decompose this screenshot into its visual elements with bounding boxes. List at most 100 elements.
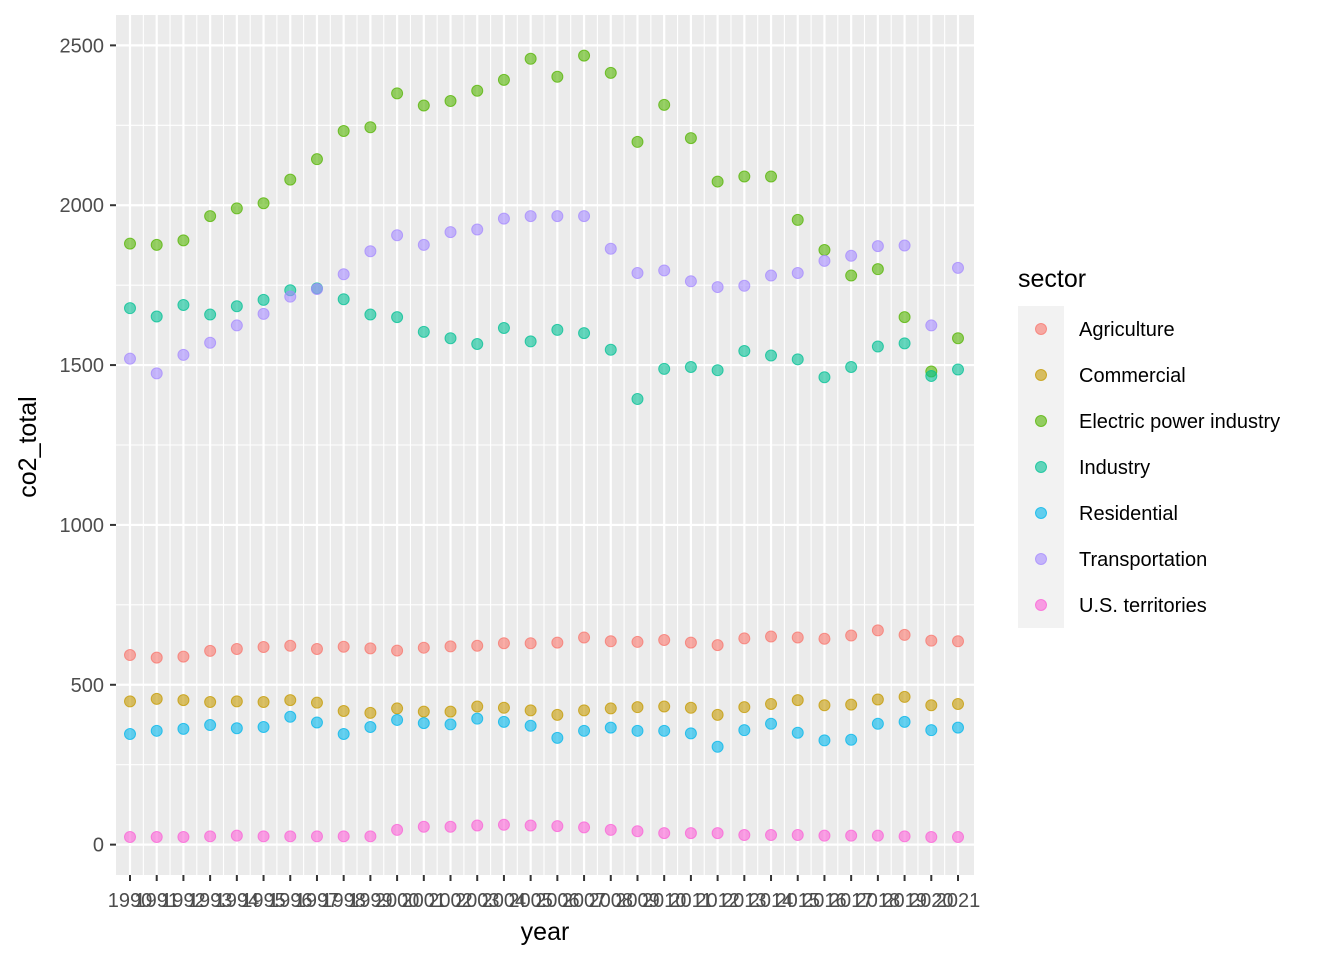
- x-tick-label: 2016: [802, 890, 847, 912]
- x-tick-label: 2001: [402, 890, 447, 912]
- point-u-s-territories: [310, 830, 323, 843]
- point-industry: [124, 302, 136, 315]
- legend-key-industry: [1035, 461, 1047, 473]
- point-u-s-territories: [952, 830, 964, 843]
- point-u-s-territories: [684, 827, 697, 840]
- legend-key-commercial: [1035, 369, 1047, 381]
- point-commercial: [658, 700, 671, 713]
- point-electric-power-industry: [604, 66, 617, 79]
- point-u-s-territories: [738, 829, 751, 842]
- y-tick-label: 2500: [60, 35, 105, 57]
- x-tick-label: 2010: [642, 890, 687, 912]
- point-residential: [471, 712, 484, 725]
- point-electric-power-industry: [658, 98, 671, 111]
- point-electric-power-industry: [818, 243, 831, 256]
- point-electric-power-industry: [417, 99, 430, 112]
- point-transportation: [257, 307, 270, 320]
- point-agriculture: [497, 637, 510, 650]
- x-tick-label: 2008: [589, 890, 634, 912]
- point-electric-power-industry: [337, 125, 350, 138]
- point-residential: [257, 720, 270, 733]
- point-agriculture: [284, 639, 297, 652]
- y-tick-label: 0: [93, 835, 104, 857]
- point-industry: [578, 327, 591, 340]
- point-residential: [444, 718, 457, 731]
- point-u-s-territories: [444, 820, 457, 833]
- point-transportation: [497, 212, 510, 225]
- point-agriculture: [524, 637, 537, 650]
- x-tick-label: 1993: [188, 890, 233, 912]
- point-electric-power-industry: [177, 234, 190, 247]
- point-industry: [230, 300, 243, 313]
- point-electric-power-industry: [284, 173, 297, 186]
- point-electric-power-industry: [230, 202, 243, 215]
- x-tick-label: 2018: [856, 890, 901, 912]
- point-electric-power-industry: [871, 263, 884, 276]
- x-tick-label: 1999: [348, 890, 393, 912]
- point-agriculture: [471, 639, 484, 652]
- point-industry: [177, 298, 190, 311]
- x-tick-label: 2002: [428, 890, 473, 912]
- point-agriculture: [578, 631, 591, 644]
- point-commercial: [150, 692, 163, 705]
- point-transportation: [578, 210, 591, 223]
- point-residential: [150, 724, 163, 737]
- point-u-s-territories: [818, 829, 831, 842]
- y-tick-label: 1000: [60, 515, 105, 537]
- point-industry: [204, 308, 217, 321]
- point-agriculture: [417, 641, 430, 654]
- x-tick-label: 2003: [455, 890, 500, 912]
- legend-label-agriculture: Agriculture: [1079, 319, 1175, 341]
- point-residential: [177, 722, 190, 735]
- point-agriculture: [364, 642, 377, 655]
- point-agriculture: [845, 629, 858, 642]
- point-electric-power-industry: [444, 95, 457, 107]
- point-electric-power-industry: [631, 135, 644, 148]
- point-transportation: [444, 226, 457, 239]
- point-transportation: [684, 275, 697, 288]
- y-tick-label: 500: [71, 675, 104, 697]
- point-transportation: [284, 290, 297, 303]
- point-commercial: [684, 701, 697, 714]
- point-industry: [765, 349, 778, 362]
- x-tick-label: 2009: [615, 890, 660, 912]
- point-commercial: [765, 697, 778, 710]
- point-agriculture: [391, 644, 404, 657]
- x-tick-label: 1997: [295, 890, 340, 912]
- point-commercial: [124, 695, 136, 708]
- point-residential: [925, 724, 938, 737]
- point-agriculture: [738, 632, 751, 645]
- point-transportation: [124, 352, 136, 365]
- x-tick-label: 2020: [909, 890, 954, 912]
- point-industry: [818, 371, 831, 384]
- point-agriculture: [684, 636, 697, 649]
- point-commercial: [738, 701, 751, 714]
- point-electric-power-industry: [471, 84, 484, 97]
- point-industry: [417, 325, 430, 338]
- legend-key-residential: [1035, 507, 1047, 519]
- legend-label-residential: Residential: [1079, 503, 1178, 525]
- x-tick-label: 2012: [695, 890, 740, 912]
- point-electric-power-industry: [791, 213, 804, 226]
- point-electric-power-industry: [257, 197, 270, 210]
- point-agriculture: [444, 640, 457, 653]
- point-commercial: [444, 705, 457, 718]
- x-tick-label: 1995: [241, 890, 286, 912]
- point-u-s-territories: [230, 829, 243, 842]
- point-commercial: [578, 704, 591, 717]
- point-transportation: [471, 223, 484, 236]
- point-u-s-territories: [337, 830, 350, 843]
- point-transportation: [818, 254, 831, 267]
- point-u-s-territories: [551, 820, 564, 833]
- point-residential: [497, 715, 510, 728]
- point-u-s-territories: [524, 819, 537, 832]
- x-tick-label: 2011: [669, 890, 712, 912]
- point-u-s-territories: [391, 823, 404, 836]
- point-industry: [871, 340, 884, 353]
- point-transportation: [310, 282, 323, 295]
- point-industry: [150, 310, 163, 323]
- point-residential: [524, 719, 537, 732]
- point-transportation: [871, 240, 884, 253]
- point-electric-power-industry: [551, 70, 564, 83]
- x-tick-label: 1991: [134, 890, 179, 912]
